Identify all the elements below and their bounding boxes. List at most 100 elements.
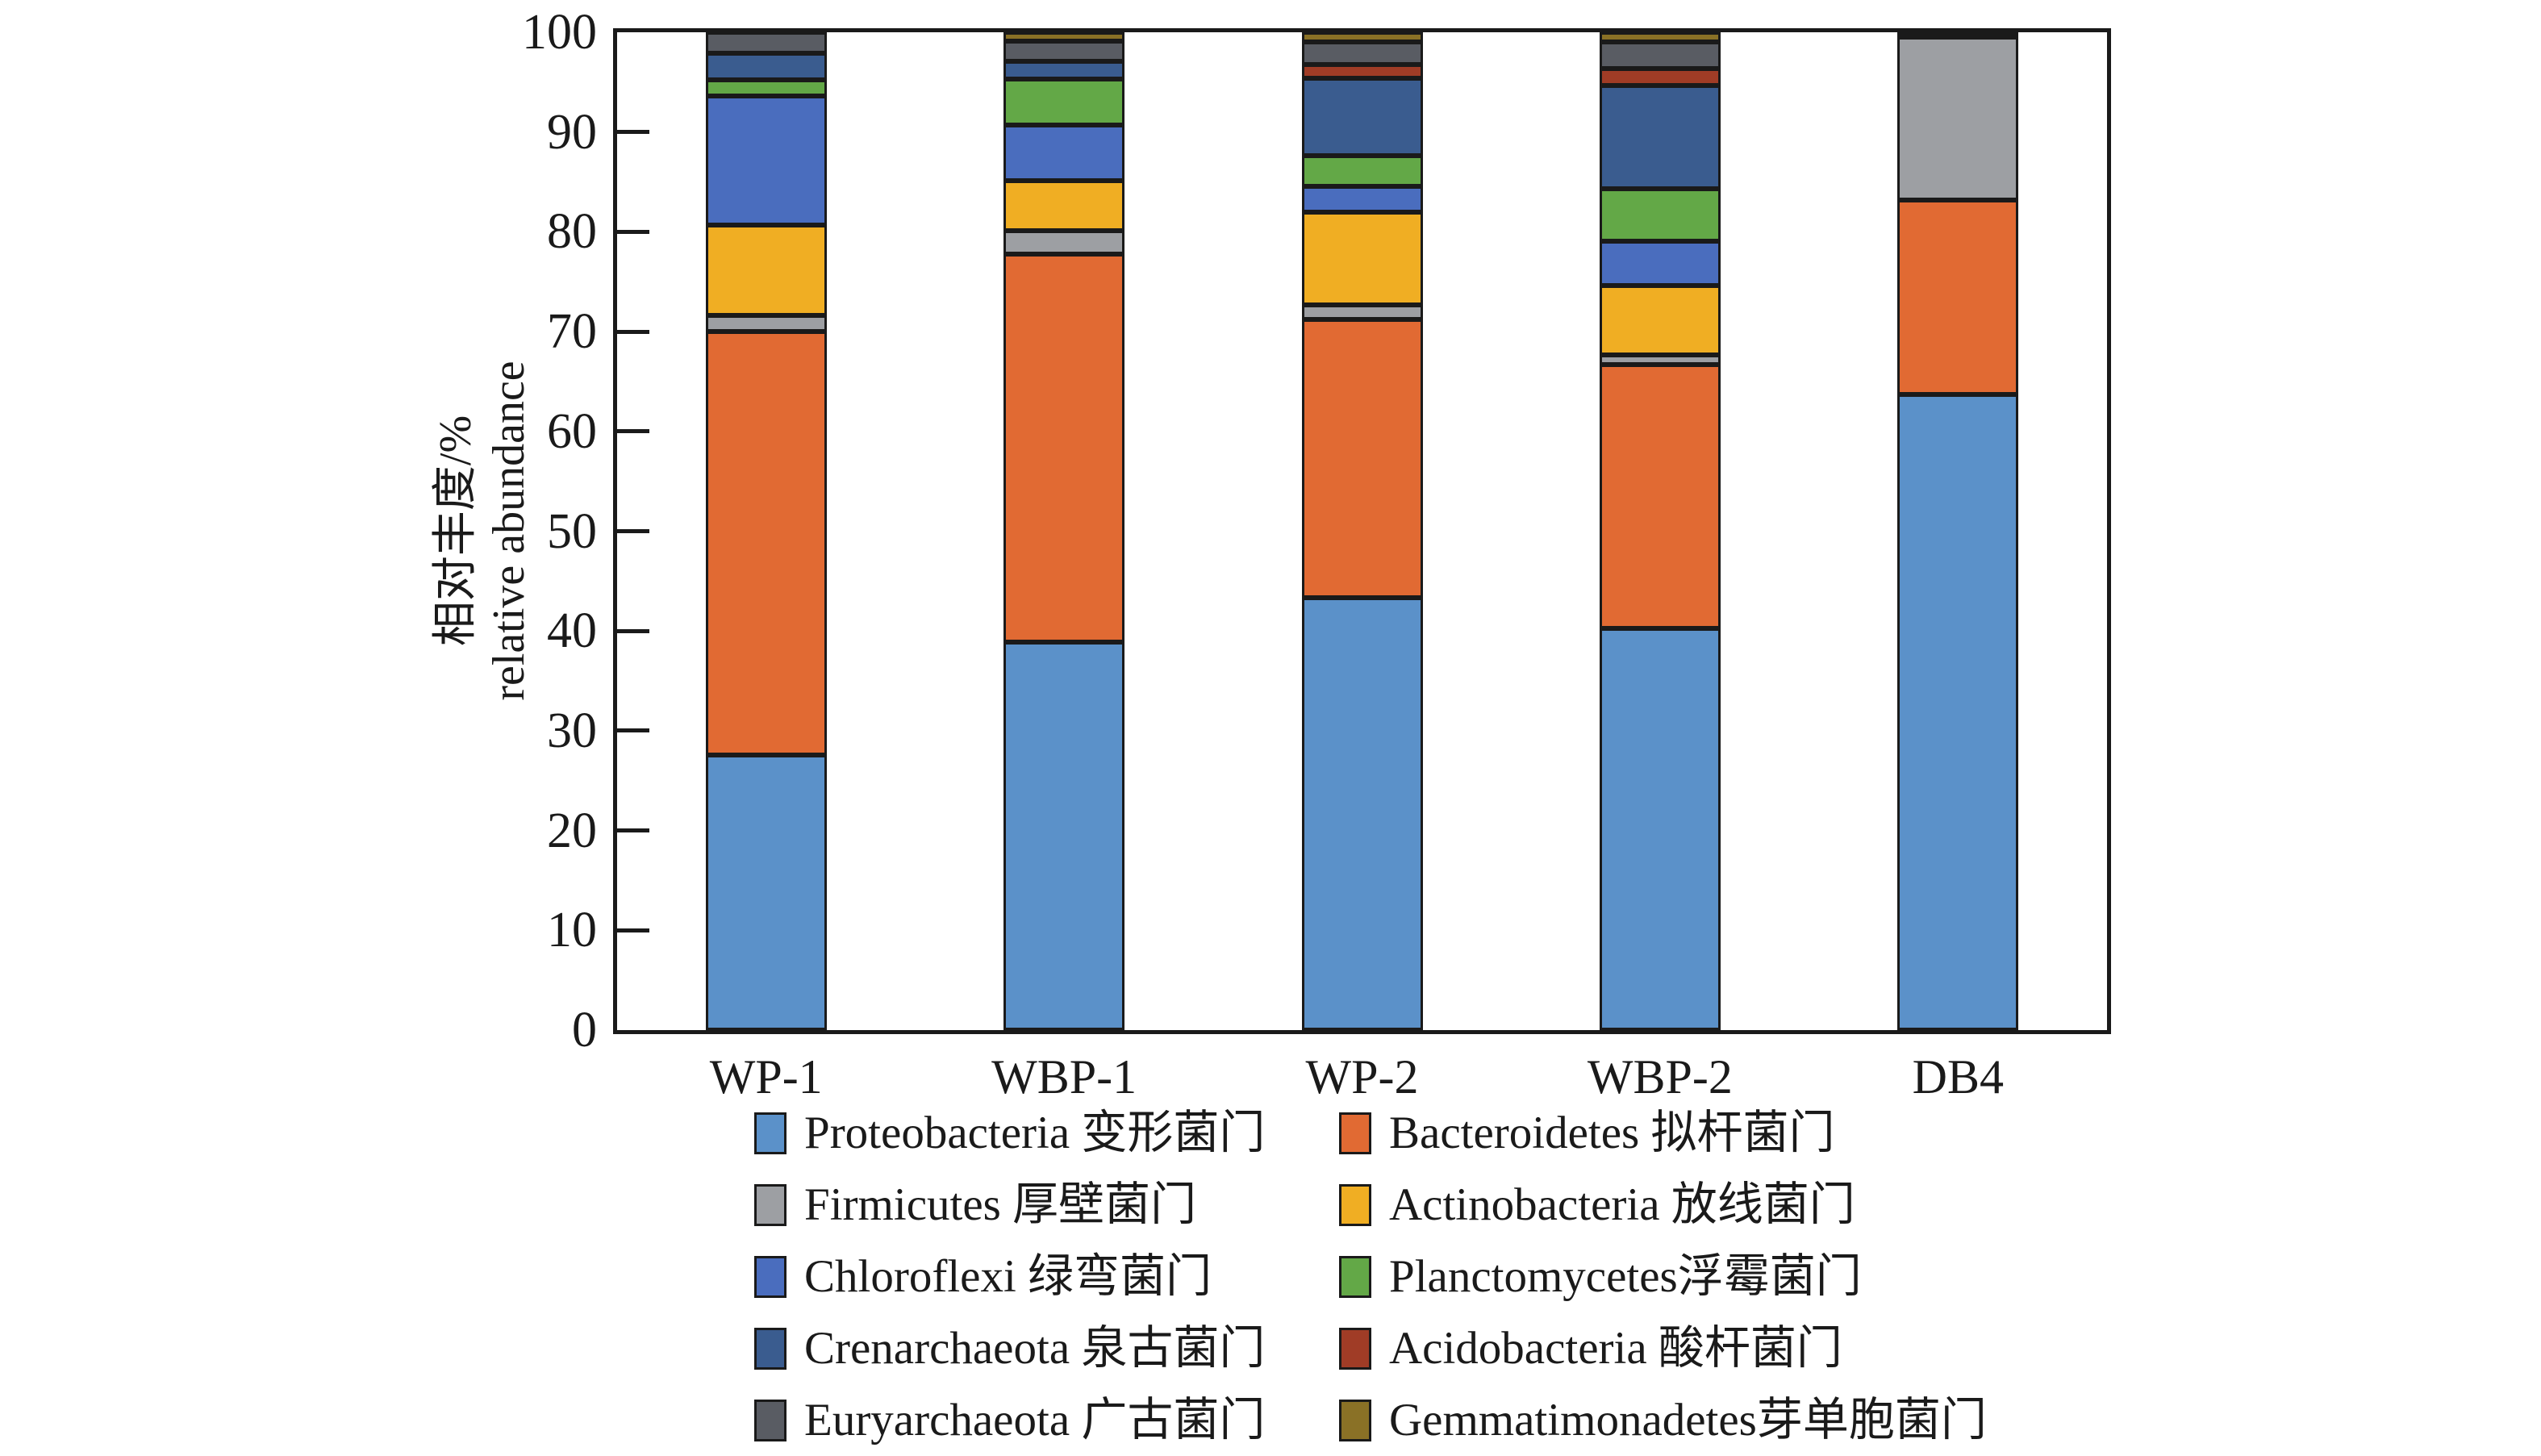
bar-segment-Crenarchaeota-WBP-2	[1599, 85, 1721, 190]
y-tick-label-10: 10	[547, 903, 597, 958]
bar-segment-Firmicutes-WBP-2	[1599, 354, 1721, 365]
y-tick-label-40: 40	[547, 603, 597, 659]
bar-WBP-2	[1599, 32, 1721, 1030]
bar-segment-Acidobacteria-WBP-2	[1599, 68, 1721, 86]
legend-label-Crenarchaeota: Crenarchaeota 泉古菌门	[804, 1323, 1266, 1374]
legend-item-Proteobacteria: Proteobacteria 变形菌门	[754, 1108, 1265, 1159]
y-tick-mark-40	[617, 628, 649, 633]
y-tick-label-50: 50	[547, 503, 597, 559]
legend-label-Proteobacteria: Proteobacteria 变形菌门	[804, 1108, 1266, 1158]
legend-item-Chloroflexi: Chloroflexi 绿弯菌门	[754, 1251, 1212, 1303]
bar-segment-Chloroflexi-WBP-2	[1599, 240, 1721, 286]
legend-swatch-Actinobacteria	[1339, 1184, 1371, 1226]
bar-segment-Proteobacteria-WP-1	[705, 754, 827, 1030]
y-tick-label-90: 90	[547, 104, 597, 160]
legend-item-Euryarchaeota: Euryarchaeota 广古菌门	[754, 1395, 1265, 1446]
y-tick-mark-50	[617, 529, 649, 533]
y-tick-label-100: 100	[522, 5, 597, 60]
bar-segment-Acidobacteria-WP-2	[1301, 64, 1423, 78]
legend-label-Actinobacteria: Actinobacteria 放线菌门	[1389, 1179, 1855, 1230]
bar-segment-Gemmatimonadetes-WBP-1	[1003, 32, 1125, 42]
x-tick-label-WP-1: WP-1	[709, 1050, 823, 1103]
bar-segment-Crenarchaeota-WBP-1	[1003, 60, 1125, 80]
bar-DB4	[1897, 32, 2019, 1030]
bar-segment-Actinobacteria-WP-1	[705, 224, 827, 316]
bar-segment-Actinobacteria-WBP-2	[1599, 286, 1721, 355]
bar-segment-Gemmatimonadetes-WBP-2	[1599, 32, 1721, 43]
bar-segment-Firmicutes-DB4	[1897, 37, 2019, 200]
legend-swatch-Proteobacteria	[754, 1112, 786, 1154]
bar-segment-Bacteroidetes-WP-2	[1301, 319, 1423, 599]
bar-segment-Chloroflexi-WP-2	[1301, 186, 1423, 212]
bar-segment-Proteobacteria-DB4	[1897, 394, 2019, 1030]
bar-segment-Proteobacteria-WP-2	[1301, 598, 1423, 1030]
x-tick-label-DB4: DB4	[1912, 1050, 2004, 1103]
y-tick-mark-80	[617, 229, 649, 234]
legend-swatch-Chloroflexi	[754, 1256, 786, 1298]
legend-item-Planctomycetes: Planctomycetes浮霉菌门	[1339, 1251, 1862, 1303]
y-tick-label-30: 30	[547, 703, 597, 758]
bar-segment-Crenarchaeota-WP-1	[705, 53, 827, 81]
bar-segment-Euryarchaeota-WP-2	[1301, 42, 1423, 65]
bar-segment-Bacteroidetes-WP-1	[705, 332, 827, 755]
bar-segment-Crenarchaeota-WP-2	[1301, 77, 1423, 156]
bar-segment-Gemmatimonadetes-WP-2	[1301, 32, 1423, 43]
bar-segment-Euryarchaeota-WP-1	[705, 32, 827, 53]
bar-segment-Chloroflexi-WBP-1	[1003, 125, 1125, 181]
bar-segment-Crenarchaeota-DB4	[1897, 32, 2019, 38]
legend-label-Euryarchaeota: Euryarchaeota 广古菌门	[804, 1395, 1266, 1446]
legend-swatch-Gemmatimonadetes	[1339, 1400, 1371, 1441]
legend-label-Chloroflexi: Chloroflexi 绿弯菌门	[804, 1251, 1212, 1302]
y-tick-mark-30	[617, 728, 649, 733]
bar-segment-Planctomycetes-WP-2	[1301, 156, 1423, 186]
bar-segment-Euryarchaeota-WBP-1	[1003, 41, 1125, 61]
plot-inner-area	[617, 32, 2107, 1030]
legend-label-Acidobacteria: Acidobacteria 酸杆菌门	[1389, 1323, 1842, 1374]
bar-segment-Actinobacteria-WP-2	[1301, 211, 1423, 305]
y-tick-mark-20	[617, 828, 649, 833]
y-tick-label-60: 60	[547, 403, 597, 459]
x-tick-label-WBP-1: WBP-1	[991, 1050, 1137, 1103]
legend-swatch-Planctomycetes	[1339, 1256, 1371, 1298]
bar-segment-Actinobacteria-WBP-1	[1003, 181, 1125, 232]
y-tick-label-20: 20	[547, 803, 597, 858]
bar-segment-Firmicutes-WP-1	[705, 315, 827, 332]
bar-segment-Firmicutes-WP-2	[1301, 304, 1423, 320]
x-tick-label-WP-2: WP-2	[1305, 1050, 1419, 1103]
bar-segment-Bacteroidetes-WBP-1	[1003, 253, 1125, 642]
bar-segment-Planctomycetes-WP-1	[705, 80, 827, 97]
y-tick-mark-10	[617, 928, 649, 932]
bar-WP-2	[1301, 32, 1423, 1030]
bar-segment-Chloroflexi-WP-1	[705, 96, 827, 225]
y-tick-label-80: 80	[547, 204, 597, 260]
legend-swatch-Crenarchaeota	[754, 1328, 786, 1370]
legend-swatch-Acidobacteria	[1339, 1328, 1371, 1370]
legend-item-Acidobacteria: Acidobacteria 酸杆菌门	[1339, 1323, 1842, 1375]
legend-item-Gemmatimonadetes: Gemmatimonadetes芽单胞菌门	[1339, 1395, 1987, 1446]
legend-item-Firmicutes: Firmicutes 厚壁菌门	[754, 1179, 1196, 1231]
legend-item-Crenarchaeota: Crenarchaeota 泉古菌门	[754, 1323, 1265, 1375]
bar-segment-Planctomycetes-WBP-1	[1003, 79, 1125, 126]
legend-label-Firmicutes: Firmicutes 厚壁菌门	[804, 1179, 1197, 1230]
legend-label-Bacteroidetes: Bacteroidetes 拟杆菌门	[1389, 1108, 1835, 1158]
bar-segment-Bacteroidetes-WBP-2	[1599, 364, 1721, 628]
legend-item-Actinobacteria: Actinobacteria 放线菌门	[1339, 1179, 1855, 1231]
x-tick-label-WBP-2: WBP-2	[1587, 1050, 1733, 1103]
legend-item-Bacteroidetes: Bacteroidetes 拟杆菌门	[1339, 1108, 1834, 1159]
bar-segment-Bacteroidetes-DB4	[1897, 199, 2019, 395]
bar-segment-Firmicutes-WBP-1	[1003, 231, 1125, 254]
legend-swatch-Euryarchaeota	[754, 1400, 786, 1441]
y-tick-label-0: 0	[572, 1003, 597, 1058]
bar-WBP-1	[1003, 32, 1125, 1030]
bar-WP-1	[705, 32, 827, 1030]
bar-segment-Planctomycetes-WBP-2	[1599, 189, 1721, 241]
bar-segment-Proteobacteria-WBP-1	[1003, 641, 1125, 1030]
legend-swatch-Bacteroidetes	[1339, 1112, 1371, 1154]
y-tick-mark-60	[617, 429, 649, 434]
y-tick-mark-70	[617, 329, 649, 334]
y-tick-label-70: 70	[547, 304, 597, 360]
bar-segment-Euryarchaeota-WBP-2	[1599, 42, 1721, 69]
y-tick-mark-90	[617, 130, 649, 135]
bar-segment-Proteobacteria-WBP-2	[1599, 628, 1721, 1030]
